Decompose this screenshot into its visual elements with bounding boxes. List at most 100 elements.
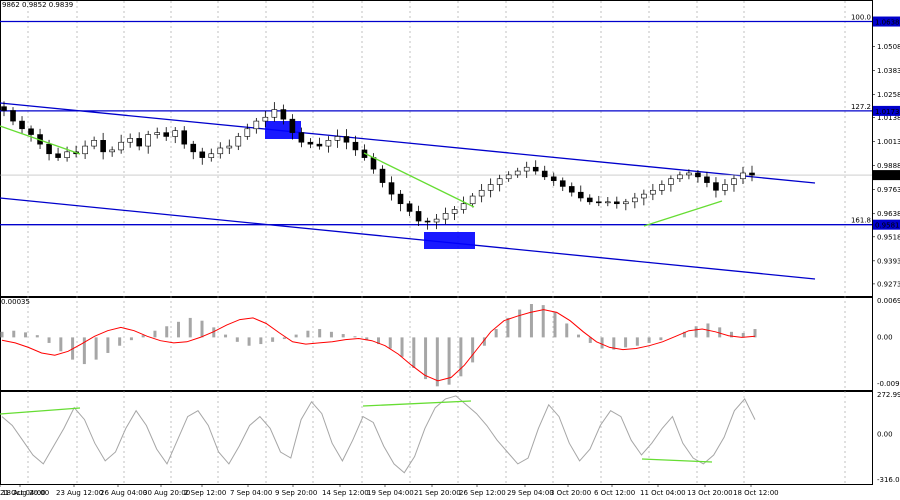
candle-body[interactable] (100, 140, 106, 153)
candle-body[interactable] (731, 178, 737, 185)
candle-body[interactable] (217, 147, 224, 155)
candle-body[interactable] (713, 182, 719, 191)
candle-body[interactable] (623, 201, 629, 205)
candle-body[interactable] (64, 151, 70, 158)
candle-body[interactable] (487, 184, 494, 191)
candle-body[interactable] (424, 220, 431, 223)
candle-body[interactable] (460, 203, 467, 210)
candle-body[interactable] (550, 176, 557, 181)
candle-body[interactable] (145, 134, 151, 147)
candle-body[interactable] (514, 170, 521, 176)
candle-body[interactable] (397, 193, 404, 205)
candle-body[interactable] (496, 178, 503, 185)
cci-axis-label: 0.00 (877, 430, 893, 438)
candle-body[interactable] (559, 180, 566, 187)
channel-lower-line[interactable] (0, 197, 816, 280)
candle-body[interactable] (677, 174, 683, 180)
candle-body[interactable] (659, 184, 665, 191)
fib-level-label: 100.0 (851, 14, 871, 22)
candle-body[interactable] (19, 120, 25, 130)
candle-body[interactable] (740, 172, 746, 180)
candle-body[interactable] (650, 189, 656, 195)
candle-body[interactable] (686, 172, 692, 176)
ohlc-header: 9862 0.9852 0.9839 (2, 1, 74, 9)
candle-body[interactable] (704, 176, 710, 183)
main-panel (0, 0, 873, 297)
candle-body[interactable] (406, 203, 413, 212)
candle-body[interactable] (154, 132, 161, 135)
candle-body[interactable] (91, 140, 97, 147)
candle-body[interactable] (577, 191, 584, 199)
candle-body[interactable] (668, 178, 674, 185)
candle-body[interactable] (595, 201, 602, 204)
time-axis-label: 26 Sep 12:00 (459, 489, 506, 497)
candle-body[interactable] (127, 138, 133, 143)
candle-body[interactable] (532, 166, 539, 172)
macd-axis-label: 0.00 (877, 333, 893, 341)
candle-body[interactable] (343, 136, 350, 143)
candle-body[interactable] (568, 186, 575, 193)
divergence-line-main (363, 152, 475, 208)
fib-level-label: 161.8 (851, 217, 871, 225)
candle-body[interactable] (586, 197, 593, 203)
candle-body[interactable] (325, 140, 332, 147)
candle-body[interactable] (523, 166, 530, 172)
candle-body[interactable] (136, 138, 142, 147)
candle-body[interactable] (695, 172, 701, 178)
candle-body[interactable] (280, 109, 287, 120)
candle-body[interactable] (253, 120, 260, 130)
candle-body[interactable] (442, 213, 449, 220)
candle-body[interactable] (1, 106, 7, 111)
candle-body[interactable] (469, 195, 476, 205)
candle-body[interactable] (190, 143, 197, 153)
candle-body[interactable] (388, 182, 395, 195)
candle-body[interactable] (379, 168, 386, 183)
candle-body[interactable] (271, 109, 278, 118)
fib-price-label: 0.9581 (875, 222, 900, 230)
candle-body[interactable] (632, 197, 638, 203)
candle-body[interactable] (10, 110, 16, 122)
candle-body[interactable] (641, 193, 647, 199)
candle-body[interactable] (235, 136, 242, 147)
candle-body[interactable] (541, 170, 548, 178)
candle-body[interactable] (244, 128, 251, 137)
candle-body[interactable] (307, 141, 314, 145)
candle-body[interactable] (109, 149, 115, 153)
candle-body[interactable] (749, 172, 755, 176)
candle-body[interactable] (208, 153, 215, 158)
candle-body[interactable] (46, 143, 52, 155)
candle-body[interactable] (181, 130, 188, 145)
candle-body[interactable] (298, 132, 305, 143)
candle-body[interactable] (118, 141, 124, 151)
candle-body[interactable] (199, 151, 206, 158)
candle-body[interactable] (163, 132, 170, 137)
candle-body[interactable] (316, 143, 323, 147)
candle-body[interactable] (262, 116, 269, 122)
candle-body[interactable] (55, 153, 61, 158)
candle-body[interactable] (505, 174, 512, 180)
candle-body[interactable] (172, 130, 179, 137)
candle-body[interactable] (226, 145, 233, 149)
time-axis-label: 26 Aug 04:00 (100, 489, 147, 497)
candle-body[interactable] (415, 211, 422, 222)
candle-body[interactable] (334, 136, 341, 141)
candle-body[interactable] (722, 184, 728, 191)
candle-body[interactable] (451, 209, 458, 214)
candle-body[interactable] (433, 218, 440, 223)
candle-body[interactable] (352, 141, 359, 151)
price-tick-label: 0.9393 (877, 257, 900, 265)
candle-body[interactable] (289, 118, 296, 133)
time-axis-label: 21 Sep 20:00 (414, 489, 461, 497)
time-axis-label: 21 Oct 04:00 (0, 489, 46, 497)
channel-upper-line[interactable] (0, 102, 816, 184)
candle-body[interactable] (370, 157, 377, 170)
candle-body[interactable] (478, 189, 485, 197)
candle-body[interactable] (605, 201, 611, 204)
price-tick-label: 1.0013 (877, 138, 900, 146)
swing-low-box[interactable] (424, 232, 475, 249)
candle-body[interactable] (82, 145, 88, 155)
candle-body[interactable] (614, 201, 620, 205)
candle-body[interactable] (28, 128, 34, 135)
